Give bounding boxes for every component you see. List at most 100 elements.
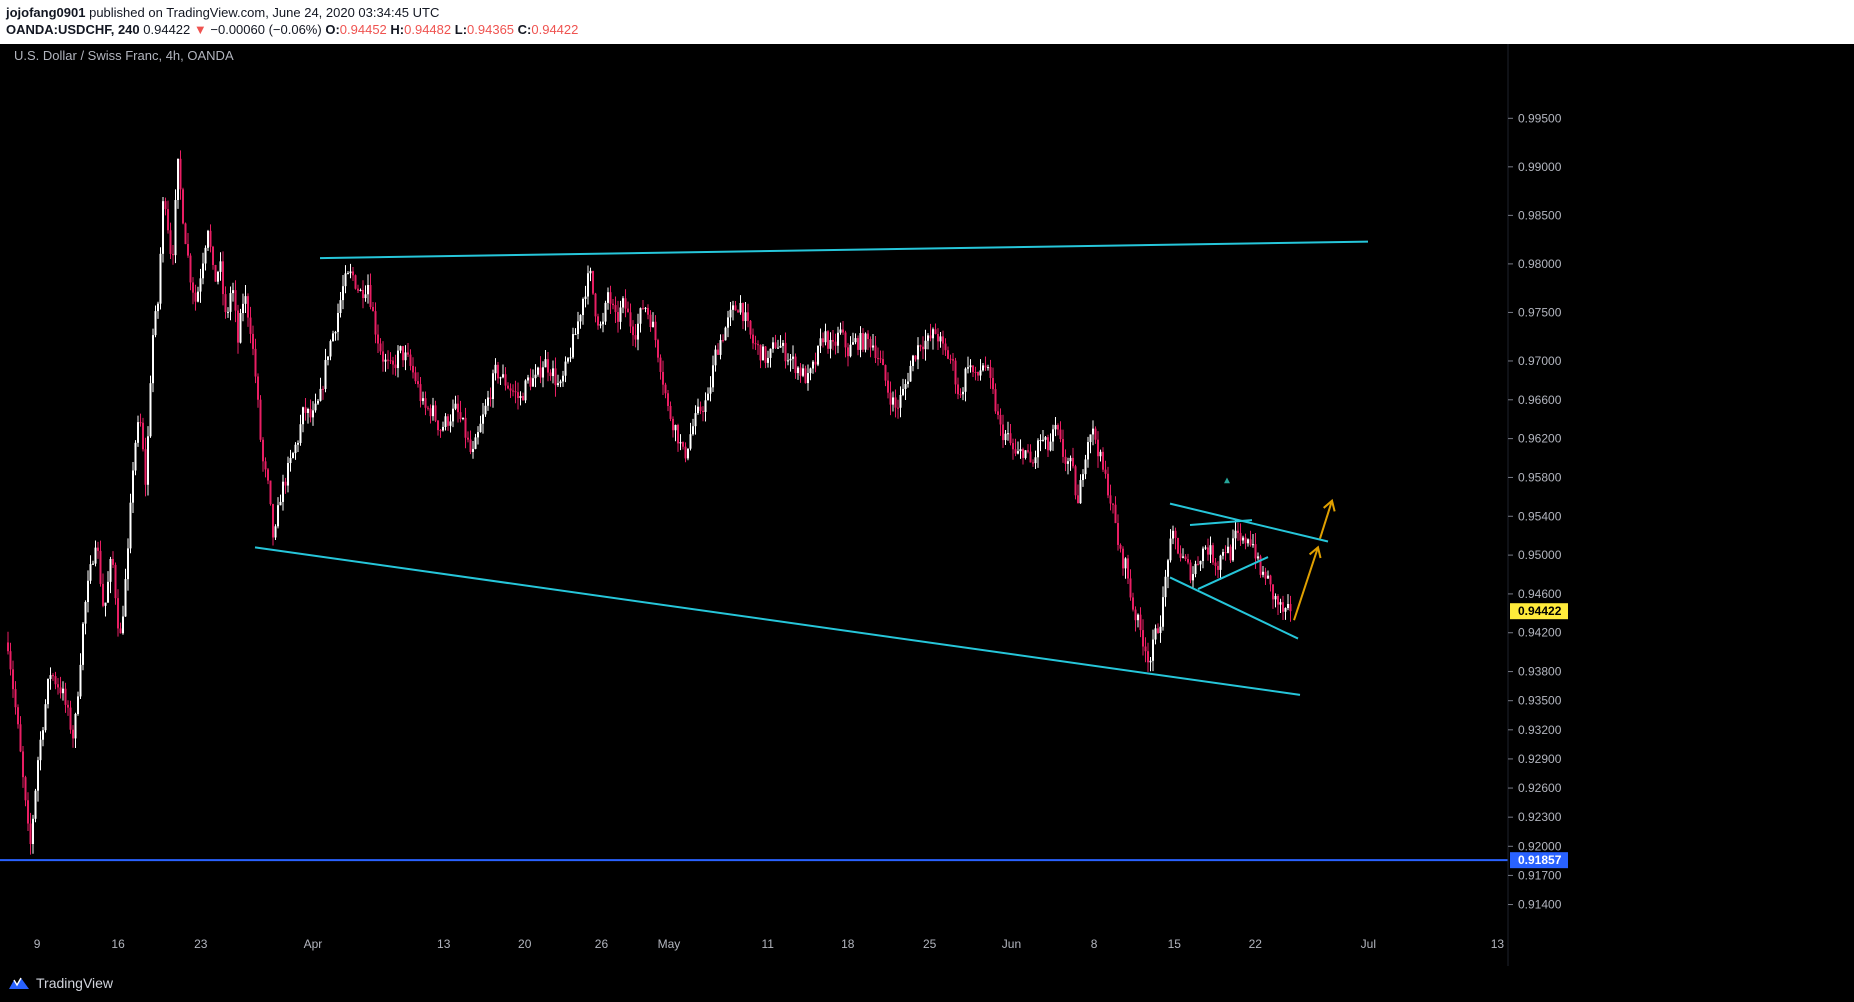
candle-body: [582, 298, 584, 316]
candle-body: [342, 286, 344, 301]
candle-body: [1252, 544, 1254, 546]
candle-body: [442, 426, 444, 431]
candle-body: [1042, 439, 1044, 441]
candle-body: [1074, 466, 1077, 496]
candle-body: [592, 270, 594, 294]
candle-body: [619, 307, 622, 322]
candle-body: [919, 345, 922, 347]
candle-body: [184, 223, 187, 245]
candle-body: [364, 294, 367, 299]
author-name[interactable]: jojofang0901: [6, 5, 86, 20]
time-axis[interactable]: 9 16 23 Apr 13 20 26 May 11 18 25 Jun 8 15 22 Jul 13: [34, 937, 1505, 951]
candle-body: [24, 777, 27, 801]
projection-arrow-1[interactable]: [1293, 547, 1319, 621]
candle-body: [587, 273, 589, 297]
channel-bottom-line[interactable]: [254, 546, 1301, 696]
candle-body: [1257, 556, 1259, 559]
candle-body: [322, 388, 324, 390]
candle-body: [99, 550, 102, 584]
candle-body: [754, 343, 757, 345]
candle-body: [822, 338, 824, 343]
candle-body: [949, 358, 952, 360]
candle-body: [842, 329, 844, 333]
candle-body: [174, 200, 177, 256]
candle-body: [617, 312, 619, 322]
candle-body: [159, 253, 162, 304]
channel-top-line[interactable]: [319, 240, 1369, 260]
candle-body: [234, 290, 237, 311]
last-value: 0.94422: [143, 22, 191, 37]
candle-body: [837, 332, 839, 346]
triangle-lower-line[interactable]: [1169, 576, 1299, 640]
candle-body: [862, 333, 864, 350]
candle-body: [432, 405, 434, 417]
candle-body: [812, 361, 814, 369]
candle-body: [659, 357, 662, 372]
time-tick-label: 22: [1249, 937, 1263, 951]
candle-body: [42, 730, 44, 740]
candle-body: [127, 548, 129, 580]
wedge-upper-line[interactable]: [1189, 519, 1253, 526]
candle-body: [577, 321, 579, 335]
candle-body: [297, 442, 299, 445]
candle-body: [839, 329, 842, 333]
candle-body: [349, 271, 352, 274]
brand-label: TradingView: [36, 975, 114, 991]
candle-body: [1207, 547, 1209, 555]
wedge-lower-line[interactable]: [1197, 556, 1269, 590]
candle-body: [864, 333, 867, 350]
candle-body: [17, 707, 19, 725]
candle-body: [452, 408, 454, 422]
candle-body: [764, 346, 767, 363]
candle-body: [1047, 437, 1049, 451]
candle-body: [784, 342, 787, 362]
brand[interactable]: TradingView: [8, 975, 113, 991]
candle-body: [1264, 571, 1267, 579]
price-chart[interactable]: U.S. Dollar / Swiss Franc, 4h, OANDA 0.9…: [0, 44, 1854, 966]
candle-body: [1022, 449, 1024, 458]
candle-body: [1054, 425, 1057, 430]
candle-body: [729, 309, 732, 318]
candle-body: [327, 356, 329, 360]
candle-body: [1204, 547, 1207, 549]
price-tick-label: 0.93200: [1518, 723, 1562, 737]
candle-body: [1149, 660, 1152, 663]
candle-body: [1187, 559, 1189, 563]
candle-body: [272, 504, 274, 538]
candle-body: [537, 367, 539, 375]
candle-body: [412, 365, 414, 373]
candle-body: [1029, 451, 1032, 463]
candle-body: [39, 739, 42, 761]
candle-body: [734, 305, 737, 311]
candle-body: [1237, 530, 1239, 533]
candle-body: [1032, 462, 1034, 464]
triangle-upper-line[interactable]: [1169, 502, 1329, 543]
candle-body: [832, 339, 834, 342]
candle-body: [154, 311, 157, 336]
time-tick-label: 9: [34, 937, 41, 951]
time-tick-label: 8: [1091, 937, 1098, 951]
candle-body: [84, 602, 87, 624]
candle-body: [1147, 651, 1149, 663]
candle-body: [567, 358, 569, 362]
candle-body: [574, 334, 577, 336]
candle-body: [307, 409, 309, 413]
candle-body: [57, 684, 59, 688]
projection-arrow-2[interactable]: [1319, 500, 1333, 539]
candle-body: [1154, 628, 1157, 640]
candle-body: [289, 458, 292, 464]
candle-body: [844, 332, 847, 348]
candle-body: [1189, 562, 1192, 581]
candle-body: [1259, 556, 1262, 575]
candle-body: [212, 246, 214, 265]
candle-body: [797, 367, 799, 374]
candle-body: [539, 367, 542, 378]
candle-body: [719, 340, 722, 355]
candle-body: [857, 338, 859, 350]
candle-body: [1209, 545, 1212, 555]
chart-area[interactable]: U.S. Dollar / Swiss Franc, 4h, OANDA 0.9…: [0, 44, 1854, 966]
price-axis[interactable]: 0.99500 0.99000 0.98500 0.98000 0.97500 0.970…: [1507, 44, 1568, 966]
candle-body: [1059, 429, 1062, 440]
candle-body: [299, 424, 302, 443]
candle-body: [1287, 604, 1289, 609]
